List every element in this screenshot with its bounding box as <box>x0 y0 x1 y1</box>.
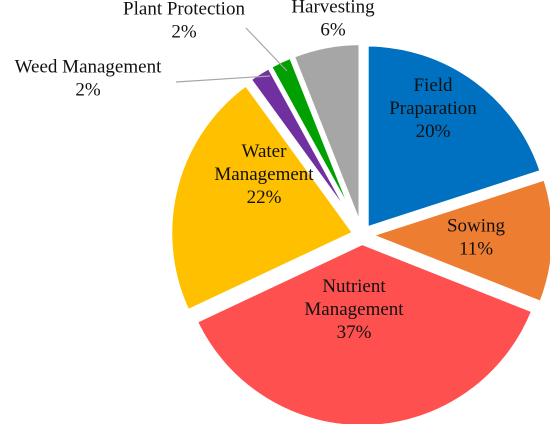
category-label-water-management: Management <box>214 164 314 185</box>
slice-harvesting <box>290 41 363 230</box>
category-label-sowing: Sowing <box>447 216 506 237</box>
category-label-weed-management: Weed Management <box>15 57 162 78</box>
slice-labels: FieldPraparation20%Sowing11%NutrientMana… <box>15 0 506 343</box>
pie-slices <box>168 41 550 424</box>
category-label-field-praparation: Field <box>413 75 453 96</box>
leader-lines <box>175 27 288 83</box>
category-label-plant-protection: Plant Protection <box>123 0 245 20</box>
value-label-field-praparation: 20% <box>416 121 451 142</box>
slice-nutrient-management <box>193 240 536 424</box>
leader-line-plant-protection <box>245 27 288 72</box>
slice-water-management <box>168 82 357 314</box>
category-label-harvesting: Harvesting <box>291 0 375 18</box>
category-label-nutrient-management: Nutrient <box>322 276 386 297</box>
value-label-water-management: 22% <box>247 187 282 208</box>
value-label-nutrient-management: 37% <box>337 322 372 343</box>
category-label-field-praparation: Praparation <box>389 98 477 119</box>
leader-line-weed-management <box>175 75 271 83</box>
slice-plant-protection <box>267 54 361 230</box>
value-label-weed-management: 2% <box>75 80 101 101</box>
value-label-harvesting: 6% <box>320 20 346 41</box>
value-label-plant-protection: 2% <box>171 22 197 43</box>
category-label-water-management: Water <box>242 141 288 162</box>
category-label-nutrient-management: Management <box>304 299 404 320</box>
value-label-sowing: 11% <box>459 239 493 260</box>
slice-field-praparation <box>364 42 544 231</box>
slice-sowing <box>367 176 550 305</box>
